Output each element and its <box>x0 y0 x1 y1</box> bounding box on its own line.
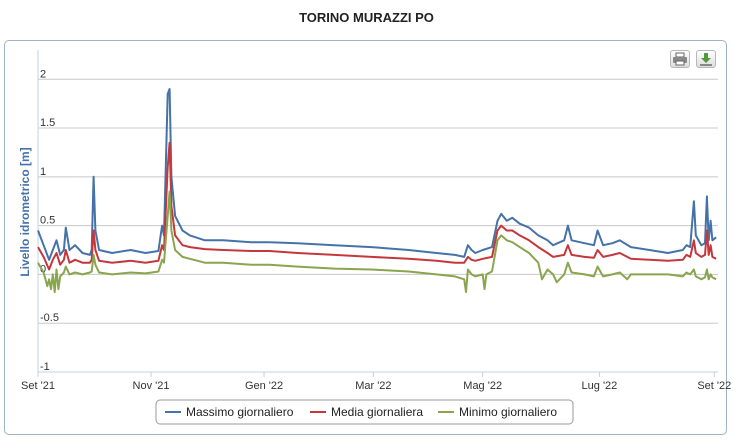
grid <box>38 78 718 373</box>
y-axis-label: Livello idrometrico [m] <box>18 147 32 276</box>
y-tick-labels: -1 -0.5 0 0.5 1 1.5 2 <box>40 68 59 373</box>
print-button[interactable] <box>670 50 690 68</box>
series-lines <box>37 88 717 293</box>
y-tick-label: -0.5 <box>40 312 59 324</box>
printer-icon <box>673 52 687 66</box>
series-line <box>37 88 717 261</box>
x-tick-label: Set '22 <box>697 380 731 392</box>
y-tick-label: -1 <box>40 361 50 373</box>
chart-frame <box>4 40 727 435</box>
series-line <box>37 141 717 271</box>
x-tick-label: Mar '22 <box>355 380 391 392</box>
legend-item[interactable]: Media giornaliera <box>331 405 423 419</box>
download-icon <box>700 53 712 66</box>
x-tick-label: Set '21 <box>21 380 55 392</box>
y-tick-label: 2 <box>40 68 46 80</box>
y-tick-label: 0 <box>40 263 46 275</box>
legend-item[interactable]: Minimo giornaliero <box>459 405 557 419</box>
y-tick-label: 1 <box>40 166 46 178</box>
y-tick-label: 1.5 <box>40 117 55 129</box>
series-line <box>37 190 717 293</box>
y-tick-label: 0.5 <box>40 215 55 227</box>
legend: Massimo giornaliero Media giornaliera Mini… <box>155 399 574 425</box>
download-button[interactable] <box>696 50 716 68</box>
x-tick-label: Lug '22 <box>582 380 618 392</box>
page-title: TORINO MURAZZI PO <box>299 10 434 25</box>
legend-item[interactable]: Massimo giornaliero <box>186 405 294 419</box>
x-tick-label: Mag '22 <box>463 380 502 392</box>
x-tick-label: Gen '22 <box>245 380 283 392</box>
x-tick-labels: Set '21 Nov '21 Gen '22 Mar '22 Mag '22 Lug '… <box>21 372 731 392</box>
x-tick-label: Nov '21 <box>133 380 170 392</box>
